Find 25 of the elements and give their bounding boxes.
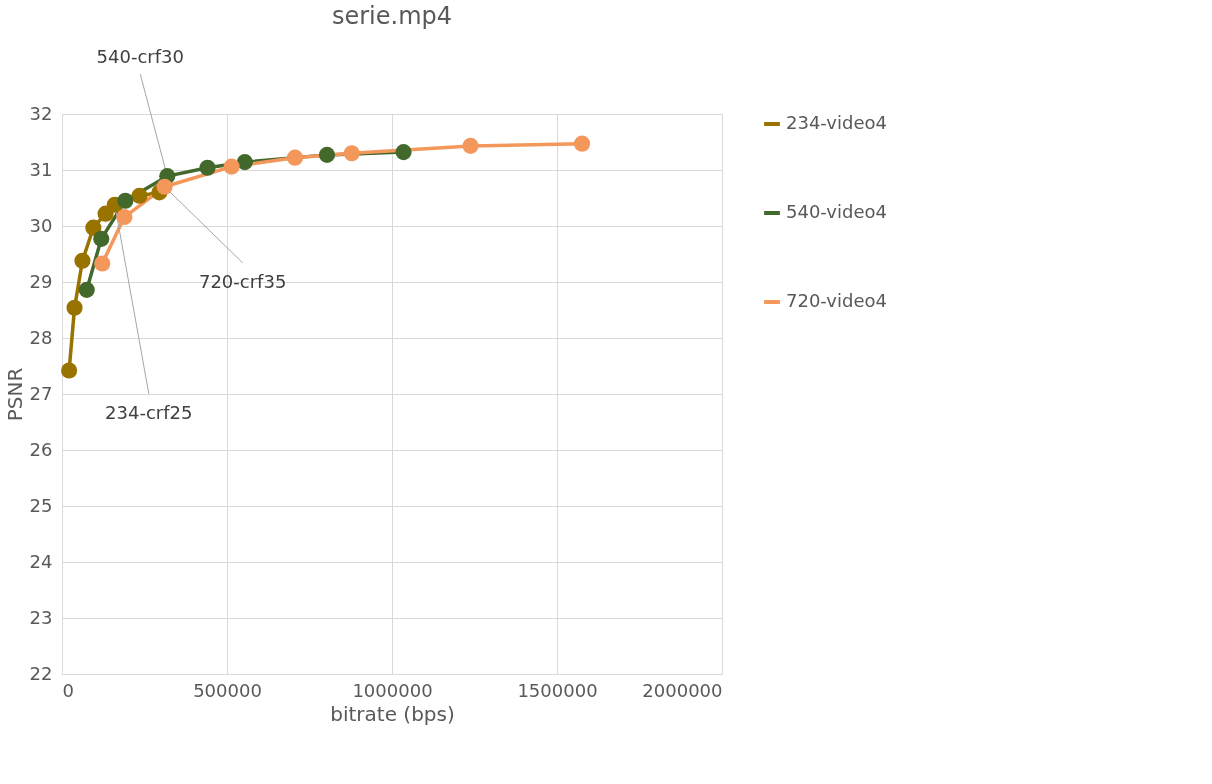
y-tick-label: 32 [29, 102, 53, 124]
y-tick-label: 22 [29, 662, 53, 684]
x-axis-title: bitrate (bps) [330, 701, 455, 726]
annotation: 540-crf30 [96, 46, 184, 68]
x-tick-label: 500000 [193, 679, 262, 701]
y-tick-label: 23 [29, 606, 53, 628]
x-tick-label: 1000000 [352, 679, 433, 701]
chart-title: serie.mp4 [331, 2, 453, 31]
y-tick-label: 31 [29, 158, 53, 180]
annotation: 234-crf25 [105, 401, 193, 423]
legend-label: 234-video4 [786, 112, 887, 133]
x-tick-label: 0 [62, 679, 74, 701]
annotation: 720-crf35 [198, 270, 287, 292]
y-tick-label: 28 [29, 326, 53, 348]
y-tick-label: 27 [29, 382, 53, 404]
x-tick-label: 2000000 [642, 679, 723, 701]
y-tick-label: 30 [29, 214, 53, 236]
y-tick-label: 26 [29, 438, 53, 460]
y-tick-label: 24 [29, 550, 53, 572]
x-tick-label: 1500000 [517, 679, 598, 701]
y-axis-title: PSNR [2, 367, 27, 422]
y-tick-label: 25 [29, 494, 53, 516]
legend-label: 720-video4 [786, 290, 887, 311]
y-tick-label: 29 [29, 270, 53, 292]
legend-label: 540-video4 [786, 201, 887, 222]
